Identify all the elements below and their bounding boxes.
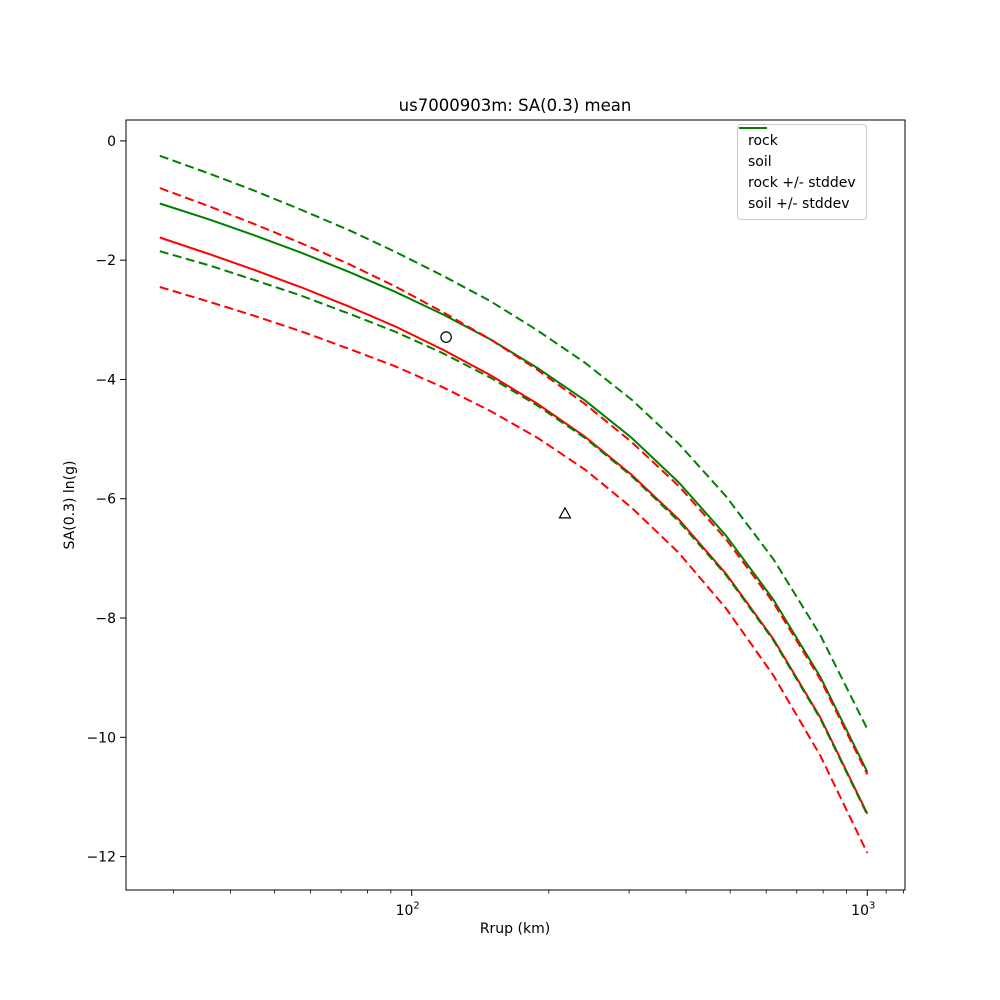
curve-soil-mean (159, 202, 869, 773)
y-tick-label: −4 (95, 372, 116, 388)
curve-rock-minus-stddev (159, 286, 869, 854)
x-axis-label: Rrup (km) (479, 921, 551, 937)
curve-soil-plus-stddev (159, 154, 869, 730)
chart-title: us7000903m: SA(0.3) mean (398, 96, 632, 115)
dashed-line-swatch-icon (739, 127, 767, 129)
y-tick-label: −12 (86, 850, 116, 866)
axes-frame (125, 119, 906, 891)
y-tick-label: 0 (107, 134, 116, 150)
y-tick-label: −10 (86, 730, 116, 746)
observation-circle-marker (440, 331, 452, 343)
legend-item-soil: soil (739, 127, 856, 170)
curve-rock-plus-stddev (159, 187, 869, 775)
y-tick-label: −8 (95, 611, 116, 627)
legend-item-rock: rock (739, 127, 856, 149)
y-tick-label: −6 (95, 492, 116, 508)
y-tick-label: −2 (95, 253, 116, 269)
x-tick-label: 103 (851, 901, 875, 920)
y-axis-label: SA(0.3) ln(g) (62, 460, 78, 550)
legend: rock soil rock +/- stddev soil +/- stddev (737, 124, 867, 220)
legend-label: soil (748, 153, 772, 170)
legend-label: rock +/- stddev (748, 174, 856, 191)
legend-item-soil-stddev: soil +/- stddev (739, 127, 856, 212)
x-tick-label: 102 (396, 901, 420, 920)
observation-triangle-marker (558, 506, 572, 519)
curve-rock-mean (159, 236, 869, 815)
legend-label: rock (748, 132, 778, 149)
curve-soil-minus-stddev (159, 250, 869, 816)
legend-label: soil +/- stddev (748, 195, 850, 212)
legend-item-rock-stddev: rock +/- stddev (739, 127, 856, 191)
